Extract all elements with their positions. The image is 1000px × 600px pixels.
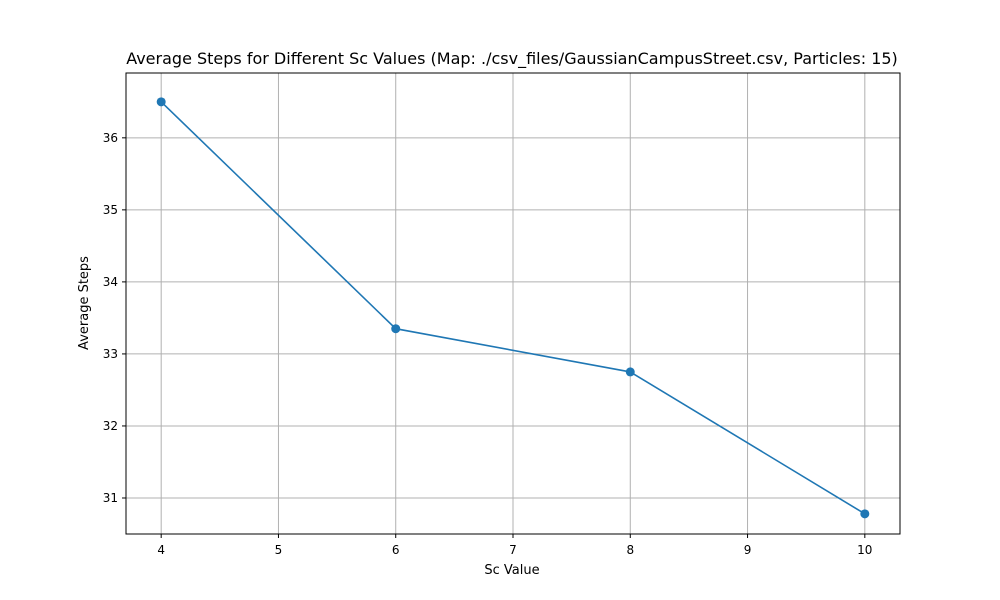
- x-tick-label: 6: [392, 543, 400, 557]
- y-tick-label: 32: [103, 419, 118, 433]
- chart-title: Average Steps for Different Sc Values (M…: [126, 49, 898, 69]
- data-point: [391, 324, 401, 334]
- x-tick-label: 8: [626, 543, 634, 557]
- y-tick-label: 33: [103, 347, 118, 361]
- x-tick-label: 4: [157, 543, 165, 557]
- x-tick-label: 9: [744, 543, 752, 557]
- y-tick-label: 36: [103, 131, 118, 145]
- data-point: [156, 97, 166, 107]
- x-tick-label: 7: [509, 543, 517, 557]
- data-point: [860, 509, 870, 519]
- x-tick-label: 10: [857, 543, 872, 557]
- series-line: [160, 101, 866, 515]
- x-tick-label: 5: [275, 543, 283, 557]
- y-tick-label: 35: [103, 203, 118, 217]
- plot-frame: [125, 72, 901, 535]
- x-axis-ticks: 4 5 6 7 8 9 10: [157, 534, 872, 557]
- y-axis-label: Average Steps: [77, 256, 92, 350]
- grid-lines: [126, 73, 900, 534]
- data-point: [625, 367, 635, 377]
- series-group: [156, 97, 870, 519]
- y-tick-label: 31: [103, 491, 118, 505]
- y-axis-ticks: 31 32 33 34 35 36: [103, 131, 126, 505]
- x-axis-label: Sc Value: [484, 563, 539, 578]
- y-tick-label: 34: [103, 275, 118, 289]
